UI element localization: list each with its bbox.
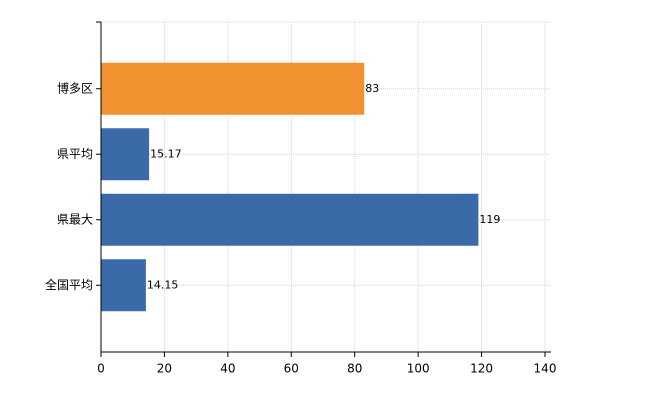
bar [101, 128, 150, 181]
y-tick-label: 県平均 [57, 147, 93, 161]
y-tick-label: 全国平均 [45, 277, 93, 292]
x-tick-label: 120 [470, 362, 493, 376]
value-label: 14.15 [147, 278, 179, 291]
bar [101, 62, 365, 115]
bar [101, 193, 479, 246]
value-label: 119 [479, 213, 500, 226]
x-tick-label: 100 [407, 362, 430, 376]
value-label: 15.17 [150, 147, 182, 160]
x-tick-label: 60 [284, 362, 299, 376]
y-tick-label: 博多区 [57, 80, 93, 95]
x-tick-label: 20 [157, 362, 172, 376]
value-label: 83 [365, 82, 379, 95]
y-tick-label: 県最大 [57, 212, 93, 226]
x-tick-label: 0 [97, 362, 105, 376]
x-tick-label: 140 [534, 362, 557, 376]
x-tick-label: 40 [220, 362, 235, 376]
x-tick-label: 80 [347, 362, 362, 376]
bar [101, 259, 146, 312]
